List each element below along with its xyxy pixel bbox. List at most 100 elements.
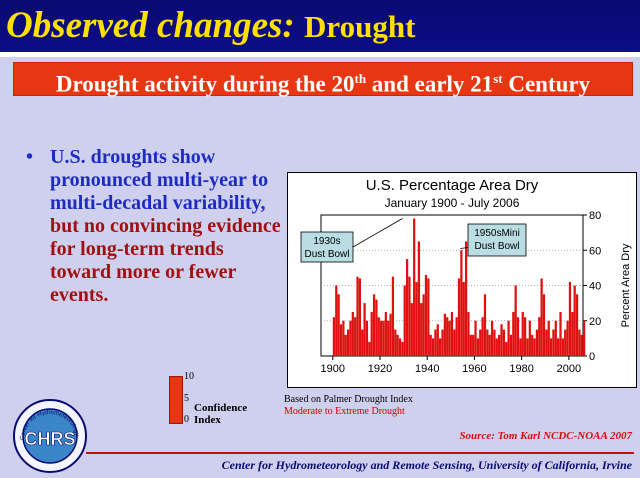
annotation-box-0 xyxy=(300,231,354,263)
bar-1938 xyxy=(422,294,425,356)
bar-1999 xyxy=(566,320,569,356)
bar-2005 xyxy=(580,334,583,356)
x-tick-label: 1900 xyxy=(321,363,345,375)
bar-1981 xyxy=(523,317,527,356)
bar-1960 xyxy=(474,320,477,356)
bar-1940 xyxy=(427,278,430,356)
bar-1925 xyxy=(391,276,395,356)
footer-divider xyxy=(86,452,634,454)
bar-1966 xyxy=(488,334,491,356)
confidence-tick-0: 0 xyxy=(184,414,189,425)
bar-1937 xyxy=(420,303,423,356)
bar-1900 xyxy=(332,317,336,356)
drought-chart: U.S. Percentage Area Dry January 1900 - J… xyxy=(287,172,637,388)
x-tick-label: 2000 xyxy=(557,363,581,375)
bar-1912 xyxy=(361,329,364,356)
confidence-label: Confidence Index xyxy=(194,402,247,426)
confidence-tick-5: 5 xyxy=(184,393,189,404)
bar-1952 xyxy=(455,317,458,356)
bullet-text: U.S. droughts show pronounced multi-year… xyxy=(50,146,286,307)
bar-1949 xyxy=(448,320,451,356)
x-tick-label: 1960 xyxy=(462,363,486,375)
bar-1921 xyxy=(382,320,385,356)
bar-1958 xyxy=(469,334,472,356)
bar-1934 xyxy=(413,218,416,356)
bar-1955 xyxy=(462,281,465,356)
bar-1992 xyxy=(549,338,553,356)
bar-1923 xyxy=(387,320,390,356)
bar-1922 xyxy=(384,311,387,356)
bar-1947 xyxy=(443,313,446,356)
bullet-red-text: but no convincing evidence for long-term… xyxy=(50,215,281,306)
bar-1962 xyxy=(479,329,482,356)
bar-1944 xyxy=(436,324,439,356)
bar-1974 xyxy=(507,320,510,356)
bar-1935 xyxy=(415,281,418,356)
header-divider xyxy=(0,52,640,57)
bar-1903 xyxy=(339,324,343,356)
x-tick-label: 1920 xyxy=(368,363,392,375)
bar-1957 xyxy=(467,311,470,356)
bar-1978 xyxy=(516,317,520,356)
title-bar: Observed changes: Drought xyxy=(0,0,640,52)
bar-1996 xyxy=(559,311,562,356)
y-tick-label: 80 xyxy=(589,210,601,222)
chart-title: U.S. Percentage Area Dry xyxy=(366,177,539,194)
bar-1916 xyxy=(370,311,373,356)
bar-1919 xyxy=(377,317,380,356)
bar-1986 xyxy=(535,329,539,356)
y-tick-label: 40 xyxy=(589,281,601,293)
bullet-blue-text: U.S. droughts show pronounced multi-year… xyxy=(50,146,269,214)
bar-1948 xyxy=(446,317,449,356)
bar-1904 xyxy=(342,320,345,356)
confidence-label-line2: Index xyxy=(194,414,221,426)
bar-1989 xyxy=(542,294,546,356)
bar-1977 xyxy=(514,285,517,356)
annotation-label: 1950sMini xyxy=(474,228,520,239)
banner-text-b: and early 21 xyxy=(366,71,494,97)
bar-1998 xyxy=(564,329,567,356)
source-citation: Source: Tom Karl NCDC-NOAA 2007 xyxy=(459,430,632,442)
x-tick-label: 1940 xyxy=(415,363,439,375)
banner-text-a: Drought activity during the 20 xyxy=(55,71,355,97)
bar-1972 xyxy=(502,329,505,356)
y-axis-label: Percent Area Dry xyxy=(620,243,632,327)
bar-1917 xyxy=(372,294,376,356)
bar-1956 xyxy=(464,241,468,356)
bar-1993 xyxy=(552,329,555,356)
banner-sup-a: th xyxy=(354,71,367,86)
drought-chart-svg: U.S. Percentage Area Dry January 1900 - J… xyxy=(300,177,632,375)
bar-1950 xyxy=(450,311,454,356)
bar-1979 xyxy=(519,338,522,356)
annotation-label: Dust Bowl xyxy=(474,241,519,252)
bar-1959 xyxy=(472,334,475,356)
bar-2000 xyxy=(568,281,572,356)
bar-1961 xyxy=(476,338,480,356)
bar-1976 xyxy=(512,311,515,356)
bar-1924 xyxy=(389,313,392,356)
bar-1906 xyxy=(346,329,350,356)
bar-1970 xyxy=(498,334,501,356)
bar-1975 xyxy=(509,334,513,356)
x-tick-label: 1980 xyxy=(509,363,533,375)
bar-1914 xyxy=(365,320,369,356)
annotation-box-1 xyxy=(467,223,527,257)
slide-title: Observed changes: Drought xyxy=(6,4,415,49)
bar-1943 xyxy=(434,329,437,356)
bar-1953 xyxy=(457,278,461,356)
logo-text: CHRS xyxy=(24,429,75,449)
chart-subtitle: January 1900 - July 2006 xyxy=(385,196,520,210)
bar-1941 xyxy=(429,334,432,356)
bar-1902 xyxy=(337,294,340,356)
bar-1951 xyxy=(453,329,456,356)
bar-1973 xyxy=(505,341,508,356)
banner-sup-b: st xyxy=(493,71,503,86)
bar-1969 xyxy=(495,338,498,356)
banner-text-c: Century xyxy=(502,71,591,97)
bar-1909 xyxy=(354,317,357,356)
bar-1910 xyxy=(356,276,359,356)
bar-1915 xyxy=(368,341,371,356)
bar-1967 xyxy=(490,320,494,356)
bar-1984 xyxy=(531,334,534,356)
bar-1994 xyxy=(554,320,557,356)
